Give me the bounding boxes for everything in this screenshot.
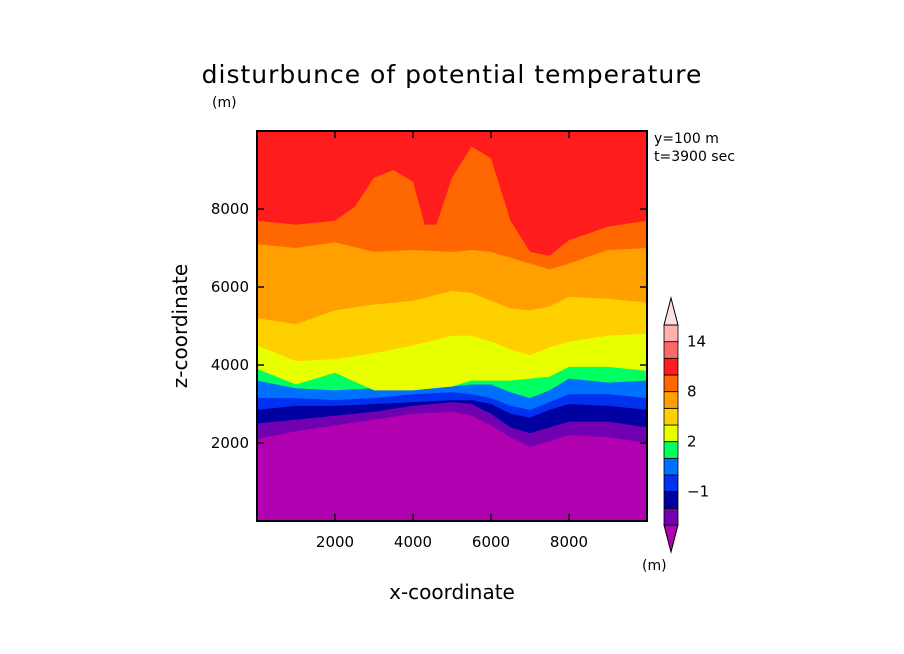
contour-band-10 — [257, 131, 647, 256]
x-tick-label: 2000 — [316, 533, 354, 551]
x-tick-label: 4000 — [394, 533, 432, 551]
colorbar-swatch — [663, 441, 679, 459]
colorbar-tick-label: −1 — [687, 483, 709, 501]
colorbar-swatch — [663, 474, 679, 493]
title-unit: (m) — [212, 95, 237, 111]
colorbar-swatch — [663, 424, 679, 443]
colorbar-swatch — [663, 507, 679, 526]
colorbar-swatch — [663, 391, 679, 409]
colorbar-swatch — [663, 491, 679, 509]
annotation-t: t=3900 sec — [654, 149, 735, 165]
colorbar-swatch — [663, 341, 679, 359]
y-axis-label: z-coordinate — [168, 264, 192, 388]
colorbar-unit: (m) — [642, 558, 667, 574]
y-tick-label: 6000 — [211, 278, 249, 296]
colorbar-swatch — [663, 457, 679, 476]
colorbar-swatch — [663, 374, 679, 393]
x-tick-label: 8000 — [550, 533, 588, 551]
x-axis: 2000 4000 6000 8000 — [316, 131, 588, 551]
colorbar-swatch — [663, 407, 679, 426]
colorbar: 14 8 2 −1 — [663, 296, 709, 554]
colorbar-swatch — [663, 324, 679, 343]
colorbar-swatch — [663, 357, 679, 376]
colorbar-tick-label: 2 — [687, 433, 697, 451]
colorbar-extend-high — [663, 296, 679, 326]
y-tick-label: 8000 — [211, 200, 249, 218]
chart-title: disturbunce of potential temperature — [202, 60, 703, 89]
y-tick-label: 2000 — [211, 434, 249, 452]
x-tick-label: 6000 — [472, 533, 510, 551]
y-axis: 2000 4000 6000 8000 — [211, 200, 647, 452]
colorbar-extend-low — [663, 524, 679, 554]
annotation-y: y=100 m — [654, 131, 719, 147]
y-tick-label: 4000 — [211, 356, 249, 374]
colorbar-tick-label: 14 — [687, 333, 706, 351]
plot-frame — [256, 130, 648, 522]
colorbar-tick-label: 8 — [687, 383, 697, 401]
x-axis-label: x-coordinate — [389, 580, 515, 604]
contour-fills — [257, 131, 647, 521]
